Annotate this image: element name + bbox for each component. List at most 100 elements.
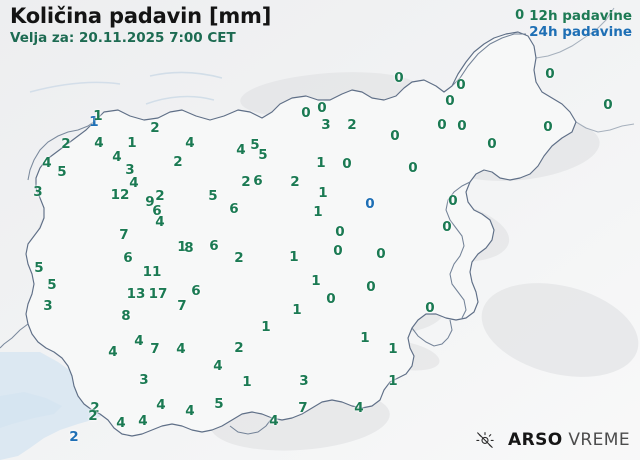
station-value: 1 bbox=[311, 273, 321, 289]
station-value: 0 bbox=[445, 93, 455, 109]
brand-text: ARSO VREME bbox=[508, 430, 630, 450]
station-value: 0 bbox=[408, 160, 418, 176]
station-value: 0 bbox=[448, 193, 458, 209]
station-value: 5 bbox=[34, 260, 44, 276]
station-value: 6 bbox=[253, 173, 263, 189]
station-value: 4 bbox=[354, 400, 364, 416]
station-value: 0 bbox=[545, 66, 555, 82]
station-value: 12 bbox=[110, 187, 130, 203]
station-value: 2 bbox=[61, 136, 71, 152]
legend-label-24h: 24h padavine bbox=[529, 24, 632, 40]
station-value: 0 bbox=[342, 156, 352, 172]
station-value: 4 bbox=[108, 344, 118, 360]
station-value: 4 bbox=[116, 415, 126, 431]
station-value: 1 bbox=[313, 204, 323, 220]
station-value: 4 bbox=[138, 413, 148, 429]
station-value: 11 bbox=[142, 264, 162, 280]
station-value: 4 bbox=[129, 175, 139, 191]
station-value: 0 bbox=[442, 219, 452, 235]
station-value: 0 bbox=[457, 118, 467, 134]
station-value: 5 bbox=[214, 396, 224, 412]
station-value: 3 bbox=[43, 298, 53, 314]
legend: 0 12h padavine 24h padavine bbox=[515, 8, 632, 40]
station-value: 4 bbox=[236, 142, 246, 158]
station-value: 4 bbox=[42, 155, 52, 171]
station-value: 0 bbox=[543, 119, 553, 135]
page-title: Količina padavin [mm] bbox=[10, 4, 272, 28]
station-value: 1 bbox=[242, 374, 252, 390]
station-value: 4 bbox=[112, 149, 122, 165]
internal-boundaries bbox=[229, 7, 635, 435]
brand-arso: ARSO bbox=[508, 430, 563, 450]
slovenia-border bbox=[25, 31, 577, 437]
station-value: 2 bbox=[234, 340, 244, 356]
station-value: 3 bbox=[321, 117, 331, 133]
station-value: 17 bbox=[148, 286, 168, 302]
station-value: 8 bbox=[184, 240, 194, 256]
station-value: 4 bbox=[269, 413, 279, 429]
station-value: 13 bbox=[126, 286, 146, 302]
station-value: 0 bbox=[390, 128, 400, 144]
station-value: 2 bbox=[88, 408, 98, 424]
station-value: 2 bbox=[150, 120, 160, 136]
station-value: 3 bbox=[299, 373, 309, 389]
station-value: 5 bbox=[208, 188, 218, 204]
station-value: 2 bbox=[155, 188, 165, 204]
station-value: 0 bbox=[456, 77, 466, 93]
station-value: 1 bbox=[388, 373, 398, 389]
station-value: 4 bbox=[156, 397, 166, 413]
station-value: 0 bbox=[437, 117, 447, 133]
station-value: 0 bbox=[487, 136, 497, 152]
station-value: 0 bbox=[317, 100, 327, 116]
station-value: 3 bbox=[125, 162, 135, 178]
station-value: 4 bbox=[213, 358, 223, 374]
station-value: 5 bbox=[47, 277, 57, 293]
legend-swatch-12h-icon: 0 bbox=[515, 8, 525, 23]
station-value: 8 bbox=[121, 308, 131, 324]
station-value: 1 bbox=[89, 114, 99, 130]
station-value: 1 bbox=[316, 155, 326, 171]
station-value: 0 bbox=[394, 70, 404, 86]
station-value: 0 bbox=[366, 279, 376, 295]
station-value: 1 bbox=[261, 319, 271, 335]
station-value: 4 bbox=[176, 341, 186, 357]
station-value: 2 bbox=[173, 154, 183, 170]
station-value: 7 bbox=[119, 227, 129, 243]
station-value: 6 bbox=[123, 250, 133, 266]
station-value: 6 bbox=[152, 203, 162, 219]
station-value: 5 bbox=[57, 164, 67, 180]
station-value: 2 bbox=[241, 174, 251, 190]
station-value: 0 bbox=[603, 97, 613, 113]
arso-vreme-logo: ARSO VREME bbox=[475, 430, 630, 450]
station-value: 2 bbox=[90, 400, 100, 416]
station-value: 9 bbox=[145, 194, 155, 210]
station-value: 6 bbox=[191, 283, 201, 299]
station-value: 4 bbox=[185, 135, 195, 151]
station-value: 4 bbox=[134, 333, 144, 349]
map-header: Količina padavin [mm] Velja za: 20.11.20… bbox=[10, 4, 271, 47]
station-value: 0 bbox=[425, 300, 435, 316]
station-value: 2 bbox=[69, 429, 79, 445]
station-value: 7 bbox=[177, 298, 187, 314]
station-value: 6 bbox=[229, 201, 239, 217]
legend-row-12h: 0 12h padavine bbox=[515, 8, 632, 24]
station-value: 1 bbox=[318, 185, 328, 201]
station-value: 3 bbox=[33, 184, 43, 200]
sun-rays-icon bbox=[476, 432, 494, 448]
valid-time-subtitle: Velja za: 20.11.2025 7:00 CET bbox=[10, 30, 236, 46]
legend-label-12h: 12h padavine bbox=[529, 8, 632, 24]
station-value: 4 bbox=[94, 135, 104, 151]
station-value: 3 bbox=[139, 372, 149, 388]
station-value: 4 bbox=[185, 403, 195, 419]
station-value: 0 bbox=[301, 105, 311, 121]
station-value: 0 bbox=[376, 246, 386, 262]
station-value: 1 bbox=[93, 108, 103, 124]
station-value: 1 bbox=[289, 249, 299, 265]
station-value: 6 bbox=[209, 238, 219, 254]
station-value: 1 bbox=[360, 330, 370, 346]
station-value: 1 bbox=[177, 239, 187, 255]
station-value: 2 bbox=[347, 117, 357, 133]
river-hints bbox=[29, 71, 223, 105]
